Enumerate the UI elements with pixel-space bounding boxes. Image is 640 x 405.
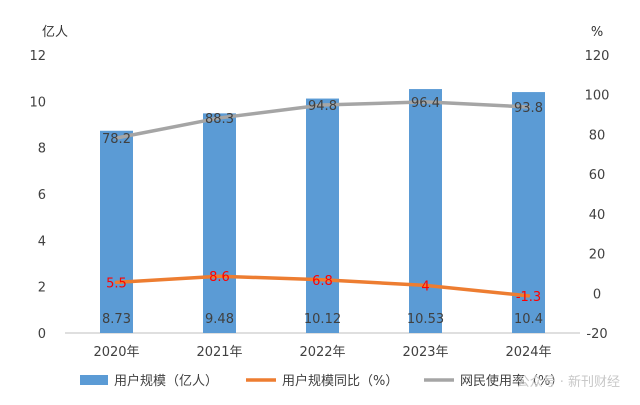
left-axis-tick: 6 — [38, 188, 46, 203]
usage-rate-data-label: 94.8 — [308, 99, 337, 114]
legend-label: 网民使用率（%） — [460, 373, 563, 389]
usage-rate-data-label: 88.3 — [205, 112, 234, 127]
right-axis-tick: 60 — [589, 168, 606, 183]
bar-data-label: 10.4 — [514, 312, 543, 327]
bar — [512, 92, 545, 333]
left-axis-tick: 0 — [38, 327, 46, 342]
left-axis-tick: 2 — [38, 281, 46, 296]
left-axis-tick: 10 — [29, 95, 46, 110]
bar-data-label: 8.73 — [102, 312, 131, 327]
x-axis-tick: 2021年 — [196, 345, 242, 360]
x-axis-tick: 2020年 — [93, 345, 139, 360]
right-axis-tick: 120 — [585, 49, 610, 64]
yoy-data-label: 8.6 — [209, 270, 230, 285]
left-axis-tick: 8 — [38, 142, 46, 157]
legend-swatch-bar — [80, 375, 108, 385]
bar-data-label: 9.48 — [205, 312, 234, 327]
yoy-data-label: 5.5 — [106, 276, 127, 291]
right-axis-tick: 40 — [589, 208, 606, 223]
legend-label: 用户规模同比（%） — [282, 373, 398, 389]
usage-rate-data-label: 78.2 — [102, 132, 131, 147]
bar-data-label: 10.53 — [407, 312, 444, 327]
usage-rate-data-label: 96.4 — [411, 96, 440, 111]
series-line-usage-rate — [114, 100, 531, 140]
bar — [203, 113, 236, 333]
usage-rate-data-label: 93.8 — [514, 101, 543, 116]
right-axis-tick: -20 — [586, 327, 607, 342]
left-axis-tick: 12 — [29, 49, 46, 64]
right-axis-tick: 20 — [589, 248, 606, 263]
left-axis-unit: 亿人 — [42, 25, 68, 40]
series-line-yoy — [114, 274, 531, 298]
right-axis-tick: 80 — [589, 128, 606, 143]
x-axis-tick: 2023年 — [402, 345, 448, 360]
yoy-data-label: -1.3 — [516, 290, 541, 305]
x-axis-tick: 2024年 — [505, 345, 551, 360]
watermark: 公众号 · 新刊财经 — [516, 375, 620, 390]
right-axis-unit: % — [591, 25, 603, 40]
right-axis-tick: 100 — [585, 89, 610, 104]
x-axis-tick: 2022年 — [299, 345, 345, 360]
left-axis-tick: 4 — [38, 234, 46, 249]
bar — [409, 89, 442, 334]
bar-data-label: 10.12 — [304, 312, 341, 327]
right-axis-tick: 0 — [593, 287, 601, 302]
yoy-data-label: 6.8 — [312, 274, 333, 289]
bar — [100, 130, 133, 333]
yoy-data-label: 4 — [421, 279, 429, 294]
legend-label: 用户规模（亿人） — [114, 373, 218, 389]
bar — [306, 98, 339, 333]
